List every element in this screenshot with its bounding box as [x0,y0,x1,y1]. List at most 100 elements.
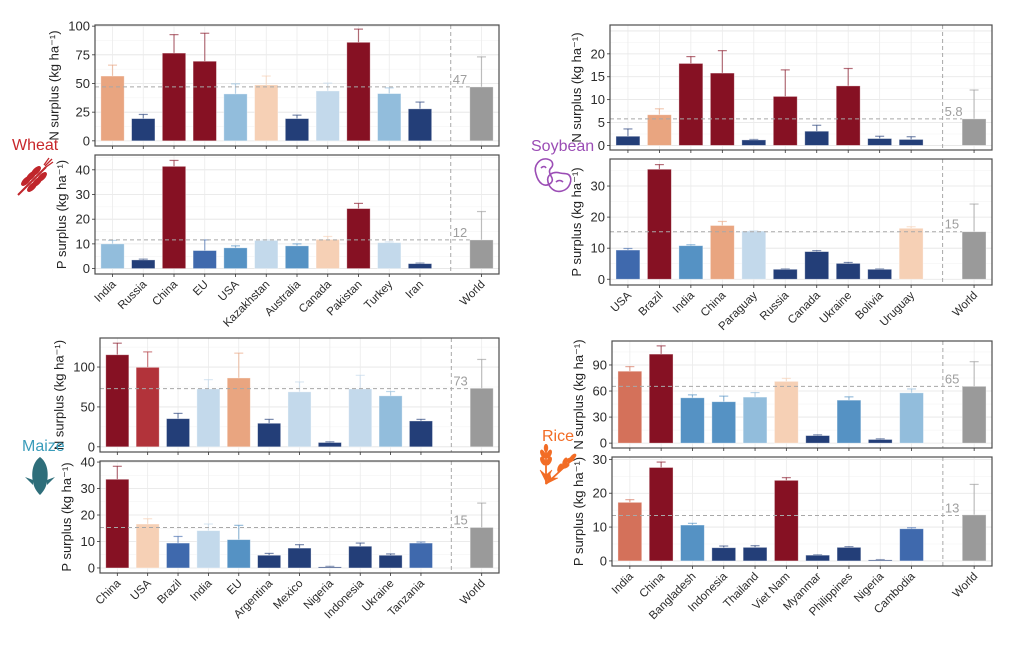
error-bar-russia [138,258,148,260]
error-bar-china [656,461,666,468]
y-axis-title: P surplus (kg ha⁻¹) [54,160,69,269]
crop-label-wheat: Wheat [12,137,59,154]
error-bar-philippines [844,396,854,401]
y-tick-label: 10 [591,92,605,107]
error-bar-bolivia [875,135,885,139]
x-tick-label: USA [609,289,634,314]
error-bar-uruguay [906,226,916,229]
x-tick-label: EU [225,578,245,598]
panel-soybean-n: 5.8 0 5 10 15 20 N surplus (kg ha⁻¹) [569,24,993,153]
error-bar-world [477,358,487,389]
wheat-icon [17,157,54,196]
bar-viet-nam [774,479,799,562]
error-bar-india [686,244,696,246]
bar-china [648,467,674,562]
y-tick-label: 30 [591,179,605,194]
bar-uruguay [898,227,924,280]
error-bar-brazil [654,163,664,170]
y-tick-label: 20 [81,508,95,523]
error-bar-brazil [654,108,664,115]
x-tick-label: India [93,278,120,305]
error-bar-usa [623,247,633,251]
y-tick-label: 0 [83,133,90,148]
bar-india [196,530,221,569]
bar-brazil [647,114,672,146]
bar-ukraine [835,85,861,146]
error-bar-china [169,159,179,167]
bar-paraguay [741,139,767,146]
crop-label-rice: Rice [542,428,575,445]
soybean-icon [534,158,572,193]
x-tick-label: USA [216,278,241,303]
y-tick-label: 20 [591,210,605,225]
x-tick-label: Uruguay [878,289,917,328]
bar-ukraine [378,554,403,569]
bar-nigeria [867,559,893,562]
bar-world [961,514,987,562]
panel-border [611,456,993,567]
error-bar-russia [138,113,148,119]
bar-canada [804,130,830,146]
bar-eu [192,250,217,269]
panel-border [609,24,993,151]
bar-mexico [287,391,312,448]
y-tick-label: 20 [76,212,90,227]
bar-russia [131,118,156,142]
bar-world [961,231,987,280]
y-axis-title: N surplus (kg ha⁻¹) [569,32,584,142]
bar-canada [315,90,340,142]
y-tick-label: 0 [600,553,607,568]
bar-kazakhstan [254,240,279,269]
y-tick-label: 50 [81,399,95,414]
error-bar-brazil [173,412,183,419]
y-tick-label: 5 [598,115,605,130]
error-bar-ukraine [843,261,853,264]
y-tick-label: 0 [598,138,605,153]
bar-tanzania [409,420,433,448]
error-bar-indonesia [719,545,729,548]
bar-iran [407,263,433,269]
error-bar-india [625,499,635,503]
bar-philippines [836,399,862,444]
bar-world [469,239,494,269]
error-bar-pakistan [353,202,363,209]
bar-ukraine [378,395,403,448]
bar-brazil [166,542,190,569]
y-tick-label: 0 [598,272,605,287]
bar-china [161,52,187,142]
y-tick-label: 40 [76,162,90,177]
bar-china [161,165,187,269]
y-tick-label: 100 [68,19,90,34]
y-tick-label: 25 [76,105,90,120]
bar-brazil [647,168,672,280]
bar-china [648,353,674,444]
error-bar-indonesia [355,374,365,389]
bar-india [100,75,125,142]
crop-label-maize: Maize [22,438,65,455]
error-bar-china [717,220,727,226]
panel-border [609,158,993,286]
y-tick-label: 30 [593,452,607,467]
error-bar-viet-nam [781,377,791,382]
bar-thailand [742,546,768,562]
error-bar-eu [234,524,244,540]
panel-border [611,340,993,449]
bar-cambodia [899,392,924,444]
error-bar-canada [812,124,822,132]
bar-canada [804,251,830,280]
bar-philippines [836,546,862,562]
error-bar-india [108,64,118,77]
bar-thailand [742,396,768,444]
error-bar-australia [292,243,302,246]
error-bar-china [717,50,727,74]
x-tick-label: India [610,570,637,597]
world-reference-label: 12 [453,225,467,240]
error-bar-tanzania [416,418,426,421]
error-bar-china [112,465,122,480]
error-bar-thailand [750,391,760,398]
error-bar-russia [780,69,790,97]
error-bar-bangladesh [687,522,697,526]
